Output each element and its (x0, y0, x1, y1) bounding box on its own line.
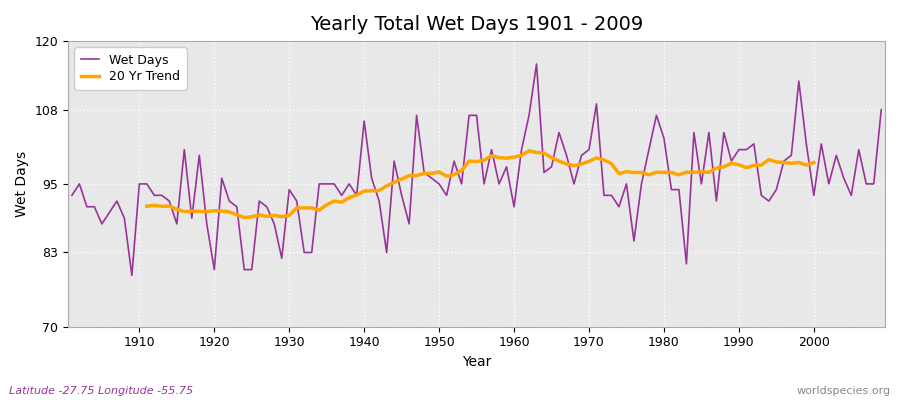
Wet Days (531, 62, 542, 66)
X-axis label: Year: Year (462, 355, 491, 369)
Wet Days (508, 204, 519, 209)
Wet Days (344, 182, 355, 186)
20 Yr Trend (621, 169, 632, 174)
20 Yr Trend (808, 160, 819, 165)
Line: 20 Yr Trend: 20 Yr Trend (147, 151, 814, 218)
20 Yr Trend (711, 166, 722, 171)
Text: worldspecies.org: worldspecies.org (796, 386, 891, 396)
Y-axis label: Wet Days: Wet Days (15, 151, 29, 217)
Text: Latitude -27.75 Longitude -55.75: Latitude -27.75 Longitude -55.75 (9, 386, 194, 396)
20 Yr Trend (726, 161, 737, 166)
Wet Days (67, 193, 77, 198)
Wet Days (876, 107, 886, 112)
Wet Days (134, 182, 145, 186)
Wet Days (516, 147, 526, 152)
Line: Wet Days: Wet Days (72, 64, 881, 275)
20 Yr Trend (231, 212, 242, 217)
20 Yr Trend (351, 193, 362, 198)
20 Yr Trend (524, 148, 535, 153)
20 Yr Trend (141, 204, 152, 208)
Wet Days (614, 204, 625, 209)
Wet Days (127, 273, 138, 278)
20 Yr Trend (238, 215, 249, 220)
Legend: Wet Days, 20 Yr Trend: Wet Days, 20 Yr Trend (75, 47, 186, 90)
Wet Days (299, 250, 310, 255)
Title: Yearly Total Wet Days 1901 - 2009: Yearly Total Wet Days 1901 - 2009 (310, 15, 644, 34)
20 Yr Trend (794, 160, 805, 165)
